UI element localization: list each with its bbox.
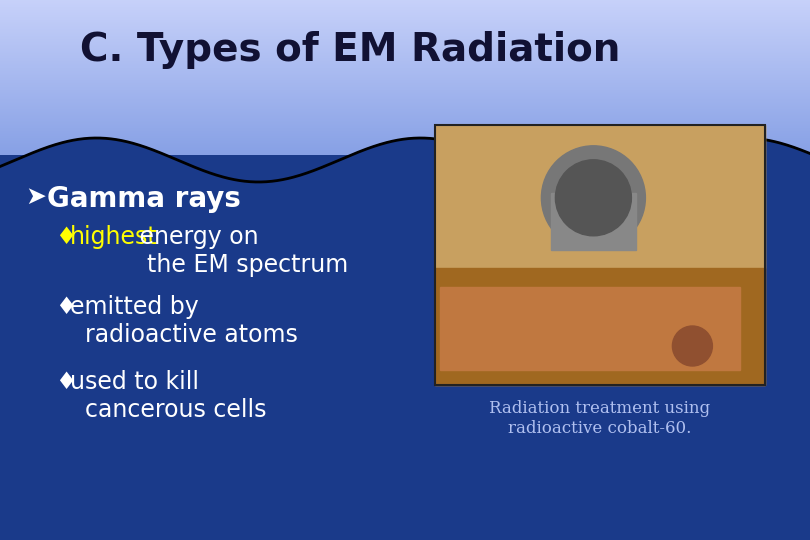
Text: ♦: ♦ xyxy=(55,295,76,319)
Text: C. Types of EM Radiation: C. Types of EM Radiation xyxy=(80,31,620,69)
Circle shape xyxy=(672,326,713,366)
Text: Radiation treatment using
radioactive cobalt-60.: Radiation treatment using radioactive co… xyxy=(489,400,710,437)
Text: ➤: ➤ xyxy=(25,185,46,209)
Polygon shape xyxy=(0,138,810,540)
Text: energy on
  the EM spectrum: energy on the EM spectrum xyxy=(132,225,348,277)
Circle shape xyxy=(556,160,632,236)
Bar xyxy=(440,287,740,370)
Text: used to kill
  cancerous cells: used to kill cancerous cells xyxy=(70,370,266,422)
Bar xyxy=(435,268,765,385)
Text: highest: highest xyxy=(70,225,158,249)
Text: ♦: ♦ xyxy=(55,370,76,394)
Bar xyxy=(435,125,765,385)
Circle shape xyxy=(541,146,646,250)
Text: ♦: ♦ xyxy=(55,225,76,249)
Text: emitted by
  radioactive atoms: emitted by radioactive atoms xyxy=(70,295,298,347)
Bar xyxy=(551,193,637,250)
Bar xyxy=(435,125,765,268)
Text: Gamma rays: Gamma rays xyxy=(47,185,241,213)
Bar xyxy=(435,125,765,385)
